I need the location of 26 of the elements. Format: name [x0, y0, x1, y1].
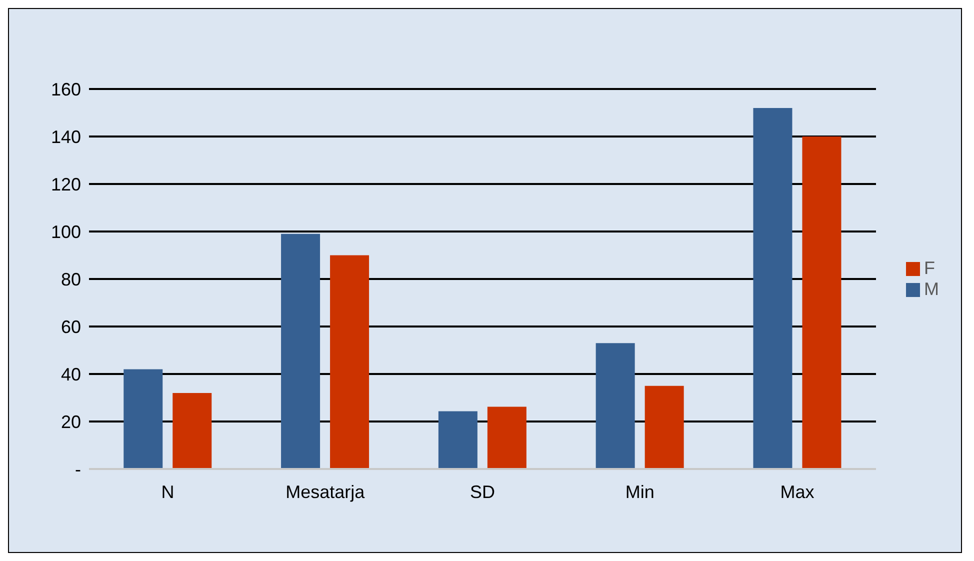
- bar: [753, 108, 792, 469]
- bar: [330, 255, 370, 469]
- bar: [487, 406, 526, 469]
- y-tick-label: 80: [60, 269, 81, 290]
- bar: [644, 386, 684, 469]
- bar: [124, 369, 163, 469]
- legend-label: M: [924, 279, 939, 299]
- x-tick-label: N: [161, 482, 174, 502]
- x-tick-label: Max: [780, 482, 814, 502]
- legend-label: F: [924, 258, 935, 278]
- y-tick-label: 100: [50, 222, 81, 242]
- bar: [281, 234, 320, 469]
- bar: [438, 411, 478, 469]
- bar: [596, 343, 635, 469]
- y-tick-label: 40: [60, 364, 81, 384]
- y-tick-label: 140: [50, 126, 81, 147]
- x-tick-label: Min: [625, 482, 654, 502]
- x-tick-label: SD: [470, 482, 496, 502]
- y-tick-label: 20: [60, 412, 81, 432]
- y-tick-label: 160: [50, 79, 81, 100]
- y-tick-label: 120: [50, 174, 81, 194]
- bar: [172, 393, 212, 469]
- y-tick-label: -: [75, 459, 81, 480]
- x-tick-label: Mesatarja: [286, 482, 366, 502]
- bar: [802, 136, 842, 469]
- y-tick-label: 60: [60, 316, 81, 337]
